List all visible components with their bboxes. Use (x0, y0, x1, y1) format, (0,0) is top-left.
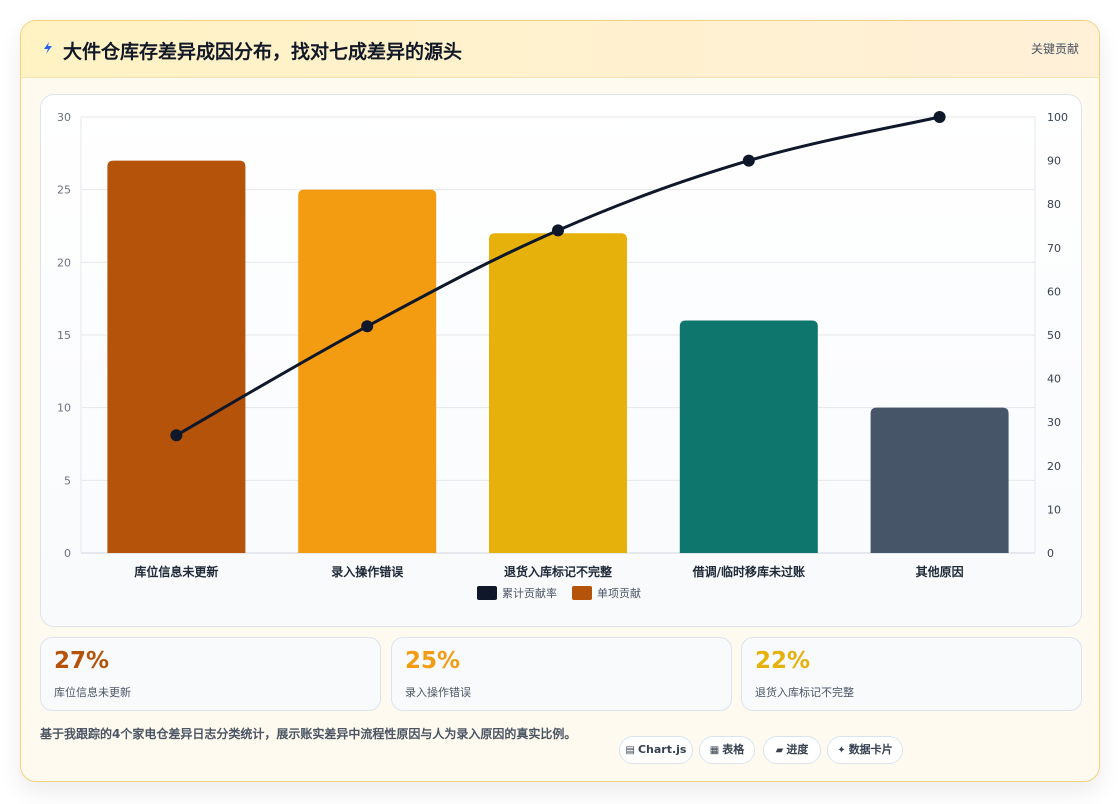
tag-label: 数据卡片 (848, 743, 893, 756)
table-icon: ▦ (709, 745, 720, 756)
legend-label: 累计贡献率 (502, 586, 557, 600)
pareto-chart: 0 5 10 15 20 25 30 0 10 20 30 40 50 60 70 80 90 100 库位信息未更… (57, 111, 1068, 600)
stat-card-3: 22% 退货入库标记不完整 (741, 637, 1082, 711)
y-left-tick-label: 15 (57, 329, 71, 342)
footer-note: 基于我跟踪的4个家电仓差异日志分类统计，展示账实差异中流程性原因与人为录入原因的… (40, 727, 577, 741)
card-header: 大件仓库存差异成因分布，找对七成差异的源头 关键贡献 (21, 21, 1099, 78)
cumulative-point (170, 429, 183, 442)
stat-label: 库位信息未更新 (54, 686, 131, 699)
x-tick-label: 借调/临时移库未过账 (692, 564, 805, 579)
stat-card-2: 25% 录入操作错误 (391, 637, 732, 711)
tag-progress[interactable]: ▰ 进度 (763, 736, 821, 764)
y-right-tick-label: 80 (1047, 198, 1061, 211)
bar (679, 320, 818, 553)
y-left-tick-label: 25 (57, 184, 71, 197)
tag-label: 表格 (722, 743, 745, 756)
tag-label: Chart.js (637, 743, 687, 756)
chart-card: 大件仓库存差异成因分布，找对七成差异的源头 关键贡献 0 5 10 15 20 25 30 0… (20, 20, 1100, 782)
page-title: 大件仓库存差异成因分布，找对七成差异的源头 (63, 41, 463, 63)
cumulative-point (552, 224, 564, 237)
legend-swatch (572, 586, 592, 600)
y-right-tick-label: 20 (1047, 460, 1061, 473)
y-right-tick-label: 10 (1047, 503, 1061, 516)
legend-swatch (477, 586, 497, 600)
bar (870, 407, 1009, 553)
stat-value: 25% (405, 648, 461, 674)
y-right-tick-label: 40 (1047, 373, 1061, 386)
stat-label: 录入操作错误 (405, 686, 471, 699)
y-right-tick-label: 50 (1047, 329, 1061, 342)
lightning-icon (44, 42, 52, 54)
y-right-tick-label: 0 (1047, 547, 1054, 560)
chart-icon: ▤ (625, 745, 635, 756)
y-right-tick-label: 70 (1047, 242, 1061, 255)
cumulative-point (933, 111, 946, 123)
tag-table[interactable]: ▦ 表格 (699, 736, 755, 764)
y-left-tick-label: 20 (57, 256, 71, 269)
bar (107, 160, 246, 553)
cumulative-point (742, 154, 755, 167)
y-right-tick-label: 90 (1047, 155, 1061, 168)
y-left-tick-label: 10 (57, 402, 71, 415)
key-contribution-badge: 关键贡献 (1030, 42, 1079, 56)
x-tick-label: 录入操作错误 (331, 564, 404, 579)
cumulative-point (361, 320, 374, 333)
card-icon: ✦ (837, 745, 846, 756)
x-tick-label: 其他原因 (916, 564, 964, 579)
y-right-tick-label: 30 (1047, 416, 1061, 429)
legend-label: 单项贡献 (597, 586, 641, 600)
stat-card-1: 27% 库位信息未更新 (40, 637, 381, 711)
stat-label: 退货入库标记不完整 (755, 686, 854, 699)
x-tick-label: 库位信息未更新 (134, 564, 218, 579)
stat-value: 27% (54, 648, 110, 674)
progress-icon: ▰ (775, 745, 784, 756)
y-left-tick-label: 5 (64, 474, 71, 487)
y-right-tick-label: 60 (1047, 285, 1061, 298)
tag-chartjs[interactable]: ▤ Chart.js (619, 736, 693, 764)
y-right-tick-label: 100 (1047, 111, 1068, 124)
x-tick-label: 退货入库标记不完整 (504, 564, 612, 579)
stat-value: 22% (755, 648, 811, 674)
y-left-tick-label: 0 (64, 547, 71, 560)
bar (489, 233, 627, 553)
y-left-tick-label: 30 (57, 111, 71, 124)
chart-panel: 0 5 10 15 20 25 30 0 10 20 30 40 50 60 70 80 90 100 库位信息未更… (40, 94, 1082, 627)
tag-label: 进度 (786, 743, 809, 756)
tag-data-card[interactable]: ✦ 数据卡片 (827, 736, 903, 764)
bar (298, 189, 437, 553)
